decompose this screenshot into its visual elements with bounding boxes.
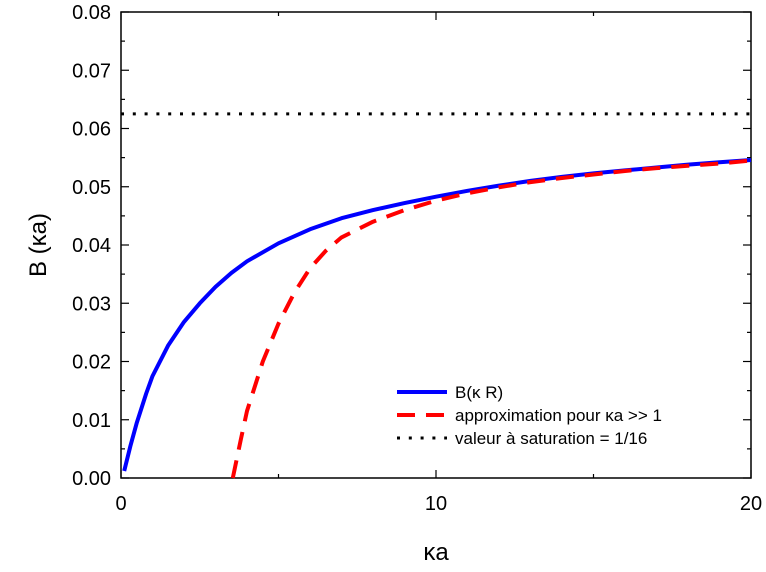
y-tick-label: 0.08	[72, 2, 111, 24]
axis-ticks	[120, 11, 752, 479]
x-tick-label: 0	[115, 493, 126, 515]
y-axis-title: B (κa)	[25, 213, 52, 277]
series-group	[121, 112, 752, 479]
tick-labels: 0 10 20 0.00 0.01 0.02 0.03 0.04 0.05 0.06 0.07 0.0…	[72, 2, 762, 515]
series-line-2	[230, 158, 752, 479]
x-axis-title: κa	[423, 539, 449, 566]
y-tick-label: 0.02	[72, 352, 111, 374]
legend-label-2: approximation pour κa >> 1	[455, 406, 662, 425]
y-tick-label: 0.04	[72, 235, 111, 257]
legend-label-3: valeur à saturation = 1/16	[455, 429, 647, 448]
y-tick-label: 0.01	[72, 410, 111, 432]
y-tick-label: 0.00	[72, 468, 111, 490]
x-tick-label: 10	[425, 493, 447, 515]
y-tick-label: 0.03	[72, 293, 111, 315]
y-tick-label: 0.05	[72, 177, 111, 199]
legend: B(κ R) approximation pour κa >> 1 valeur à…	[397, 383, 662, 448]
y-tick-label: 0.06	[72, 119, 111, 141]
x-tick-label: 20	[740, 493, 762, 515]
y-tick-label: 0.07	[72, 60, 111, 82]
legend-label-1: B(κ R)	[455, 383, 503, 402]
